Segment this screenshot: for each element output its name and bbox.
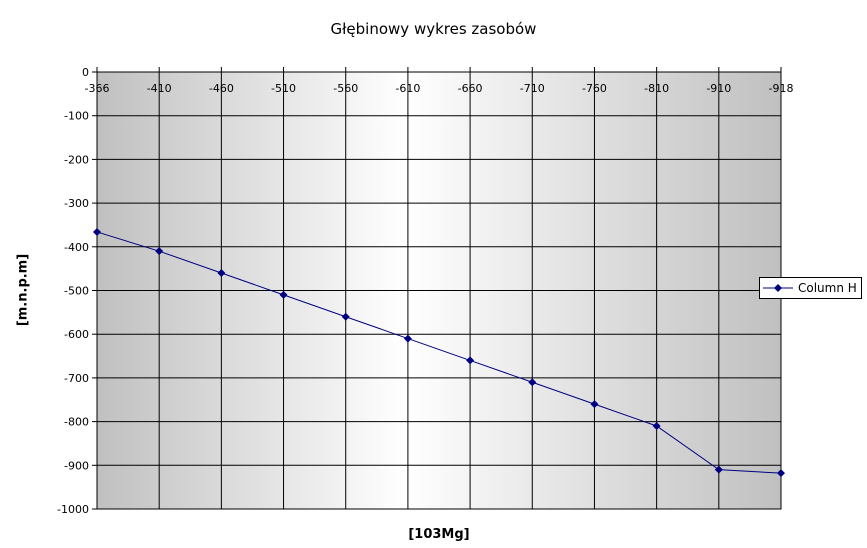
x-tick-label: -660 [458,82,483,95]
y-tick-label: -600 [64,328,89,341]
x-tick-label: -410 [147,82,172,95]
legend-marker-icon [763,284,793,292]
y-tick-label: -800 [64,416,89,429]
legend-label: Column H [798,281,857,295]
x-tick-label: -460 [209,82,234,95]
data-point [528,378,537,387]
legend: Column H [759,277,862,299]
x-tick-label: -710 [520,82,545,95]
y-tick-label: -400 [64,241,89,254]
x-tick-label: -560 [333,82,358,95]
data-point [777,469,785,478]
y-tick-label: -200 [64,153,89,166]
x-tick-label: -610 [395,82,420,95]
data-point [590,400,599,409]
y-tick-label: -500 [64,285,89,298]
data-point [714,465,723,474]
x-tick-label: -510 [271,82,296,95]
data-point [217,269,226,278]
series-line [96,231,782,474]
y-tick-label: -700 [64,372,89,385]
y-tick-label: -900 [64,459,89,472]
y-tick-label: -1000 [57,503,89,516]
x-tick-label: -810 [644,82,669,95]
x-tick-label: -366 [85,82,110,95]
data-point [155,247,164,256]
data-point [403,334,412,343]
x-tick-label: -760 [582,82,607,95]
y-tick-label: 0 [82,66,89,79]
data-point [341,312,350,321]
chart-title: Głębinowy wykres zasobów [330,20,537,38]
data-point [279,290,288,299]
data-point [466,356,475,365]
data-point [93,227,101,236]
data-point [652,421,661,430]
x-axis-label: [103Mg] [408,527,470,542]
y-tick-label: -100 [64,110,89,123]
y-tick-label: -300 [64,197,89,210]
x-tick-label: -918 [769,82,794,95]
y-axis-label: [m.n.p.m] [15,253,31,327]
x-tick-label: -910 [706,82,731,95]
